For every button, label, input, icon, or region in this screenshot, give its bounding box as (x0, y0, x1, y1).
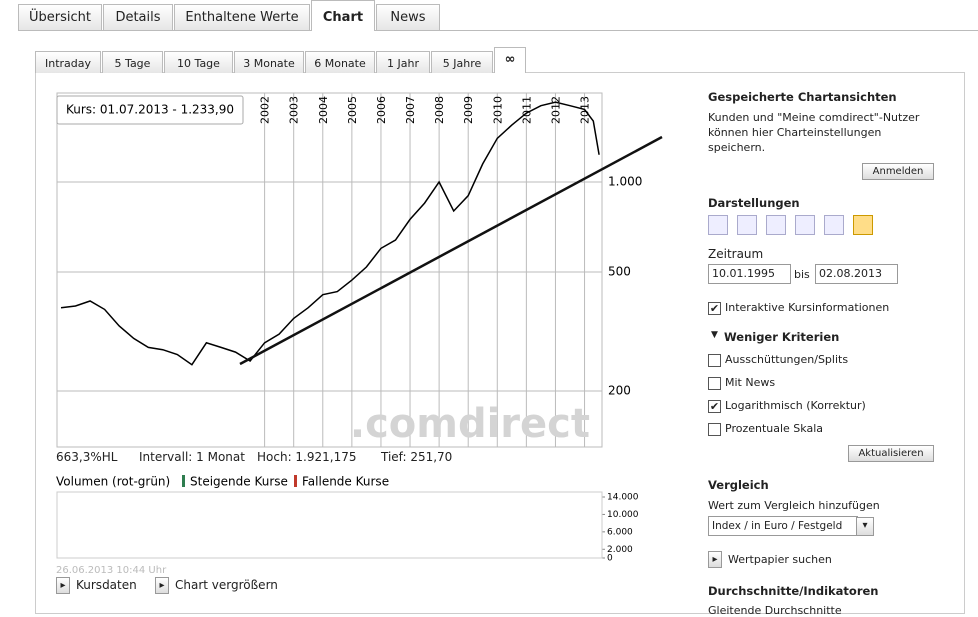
text: Wert zum Vergleich hinzufügen (708, 499, 880, 512)
checkbox[interactable]: ✔ (708, 400, 721, 413)
chart-type-icon[interactable] (708, 215, 728, 235)
heading[interactable]: Weniger Kriterien (724, 330, 840, 344)
checkbox[interactable] (708, 423, 721, 436)
volume-area (56, 491, 603, 559)
x-tick-label: 2008 (433, 96, 446, 124)
y-tick-label: 14.000 (607, 493, 639, 503)
checkbox-label: Logarithmisch (Korrektur) (725, 399, 866, 412)
volume-title: Volumen (rot-grün) (56, 475, 170, 489)
checkbox-label: Ausschüttungen/Splits (725, 353, 849, 366)
chart-type-icon[interactable] (853, 215, 873, 235)
button[interactable]: Chart vergrößern (175, 578, 278, 592)
x-tick-label: 2005 (346, 96, 359, 124)
x-tick-label: 2002 (259, 96, 272, 124)
y-tick-label: 6.000 (607, 527, 633, 537)
select[interactable]: Index / in Euro / Festgeld (708, 516, 858, 536)
stat: Intervall: 1 Monat (139, 450, 245, 464)
x-tick-label: 2006 (375, 96, 388, 124)
tab[interactable]: Chart (311, 0, 375, 31)
subtab[interactable]: 5 Tage (102, 51, 163, 73)
plot-area (56, 92, 603, 448)
y-tick-label: 1.000 (608, 175, 642, 189)
tab[interactable]: Details (103, 4, 173, 30)
chart-type-icon[interactable] (737, 215, 757, 235)
y-tick-label: 0 (607, 554, 613, 564)
checkbox[interactable] (708, 354, 721, 367)
price-line (60, 101, 600, 366)
subtab[interactable]: 5 Jahre (431, 51, 493, 73)
tooltip (56, 95, 244, 125)
input[interactable]: 02.08.2013 (815, 264, 898, 284)
heading: Vergleich (708, 478, 769, 492)
checkbox[interactable] (708, 377, 721, 390)
checkbox-label: Interaktive Kursinformationen (725, 301, 890, 314)
chart-type-icon[interactable] (766, 215, 786, 235)
heading: Durchschnitte/Indikatoren (708, 584, 879, 598)
subtab[interactable]: ∞ (494, 47, 526, 73)
x-tick-label: 2012 (549, 96, 562, 124)
stat: Tief: 251,70 (381, 450, 453, 464)
tab-line (18, 30, 978, 31)
checkbox-label: Prozentuale Skala (725, 422, 824, 435)
y-tick-label: 500 (608, 265, 631, 279)
tooltip-text: Kurs: 01.07.2013 - 1.233,90 (66, 103, 234, 117)
x-tick-label: 2010 (491, 96, 504, 124)
y-tick-label: 200 (608, 384, 631, 398)
x-tick-label: 2007 (404, 96, 417, 124)
button[interactable]: Kursdaten (76, 578, 137, 592)
heading: Darstellungen (708, 196, 800, 210)
subtab[interactable]: 1 Jahr (376, 51, 430, 73)
subtab[interactable]: 10 Tage (164, 51, 233, 73)
text: Kunden und "Meine comdirect"-Nutzer könn… (708, 111, 920, 154)
label: Zeitraum (708, 247, 764, 261)
tab[interactable]: Übersicht (18, 4, 102, 30)
chart: 1.000 500 200 2002 2003 2004 2005 2006 2007 2008 2… (56, 92, 663, 576)
x-tick-label: 2003 (288, 96, 301, 124)
tab[interactable]: Enthaltene Werte (174, 4, 310, 30)
legend-entry: Fallende Kurse (302, 475, 389, 489)
heading: Gespeicherte Chartansichten (708, 90, 897, 104)
button[interactable]: Anmelden (862, 163, 934, 180)
chart-type-icon[interactable] (824, 215, 844, 235)
checkbox-label: Mit News (725, 376, 776, 389)
tab[interactable]: News (376, 4, 440, 30)
checkbox[interactable]: ✔ (708, 302, 721, 315)
y-tick-label: 2.000 (607, 545, 633, 555)
trend-line (239, 135, 663, 366)
timestamp: 26.06.2013 10:44 Uhr (56, 565, 167, 576)
watermark: .comdirect (350, 401, 590, 447)
button[interactable]: Aktualisieren (848, 445, 934, 462)
subtab[interactable]: 3 Monate (234, 51, 304, 73)
y-tick-label: 10.000 (607, 510, 639, 520)
subtab[interactable]: 6 Monate (305, 51, 375, 73)
chart-type-icon[interactable] (795, 215, 815, 235)
stat: 663,3%HL (56, 450, 118, 464)
subtab[interactable]: Intraday (35, 51, 101, 73)
x-tick-label: 2011 (520, 96, 533, 124)
legend-swatch (294, 475, 297, 487)
label: bis (794, 268, 810, 281)
legend-entry: Steigende Kurse (190, 475, 288, 489)
legend-swatch (182, 475, 185, 487)
x-tick-label: 2009 (462, 96, 475, 124)
x-tick-label: 2004 (317, 96, 330, 124)
button[interactable]: Wertpapier suchen (728, 553, 832, 566)
input[interactable]: 10.01.1995 (708, 264, 791, 284)
stat: Hoch: 1.921,175 (257, 450, 357, 464)
